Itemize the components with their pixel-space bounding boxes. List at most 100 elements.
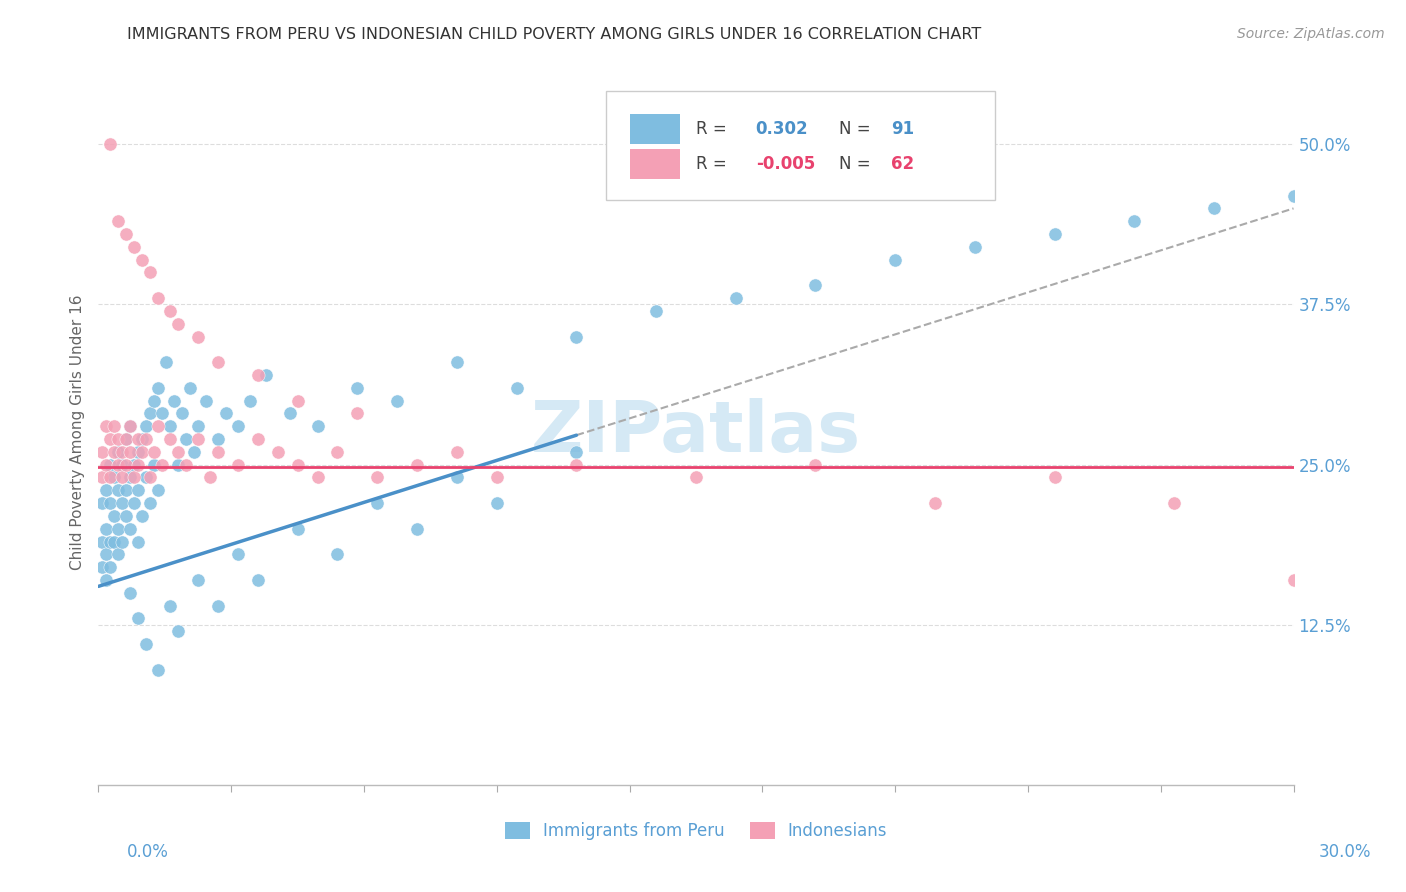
Point bbox=[287, 393, 309, 408]
Text: ZIPatlas: ZIPatlas bbox=[531, 398, 860, 467]
Point bbox=[307, 419, 329, 434]
Point bbox=[167, 445, 190, 459]
Point bbox=[685, 470, 707, 484]
Point bbox=[155, 355, 177, 369]
Text: Source: ZipAtlas.com: Source: ZipAtlas.com bbox=[1237, 27, 1385, 41]
Point bbox=[159, 599, 181, 613]
Point bbox=[385, 393, 409, 408]
Point bbox=[884, 252, 907, 267]
Point bbox=[98, 534, 122, 549]
Point bbox=[124, 470, 146, 484]
Point bbox=[148, 419, 170, 434]
Point bbox=[565, 329, 588, 343]
Point bbox=[287, 458, 309, 472]
Point bbox=[96, 547, 118, 561]
Point bbox=[98, 470, 122, 484]
Point bbox=[120, 445, 142, 459]
Point bbox=[645, 304, 668, 318]
Point bbox=[115, 458, 138, 472]
Point bbox=[127, 534, 149, 549]
Point bbox=[150, 458, 173, 472]
FancyBboxPatch shape bbox=[630, 114, 681, 144]
Point bbox=[107, 522, 129, 536]
Point bbox=[115, 508, 138, 523]
Point bbox=[148, 663, 170, 677]
Point bbox=[150, 406, 173, 420]
Point bbox=[98, 458, 122, 472]
Point bbox=[215, 406, 238, 420]
Point bbox=[326, 445, 349, 459]
Point bbox=[226, 547, 249, 561]
Point bbox=[187, 573, 209, 587]
Point bbox=[366, 470, 388, 484]
Legend: Immigrants from Peru, Indonesians: Immigrants from Peru, Indonesians bbox=[505, 822, 887, 840]
Point bbox=[167, 458, 190, 472]
Point bbox=[139, 496, 162, 510]
Point bbox=[143, 458, 166, 472]
Point bbox=[148, 483, 170, 498]
Point bbox=[111, 534, 134, 549]
Point bbox=[98, 496, 122, 510]
Point bbox=[226, 419, 249, 434]
Point bbox=[115, 227, 138, 241]
Point bbox=[120, 470, 142, 484]
Point bbox=[115, 432, 138, 446]
Point bbox=[103, 534, 125, 549]
Text: N =: N = bbox=[839, 155, 870, 173]
Point bbox=[124, 240, 146, 254]
Text: R =: R = bbox=[696, 155, 727, 173]
Point bbox=[135, 637, 157, 651]
Point bbox=[565, 445, 588, 459]
Point bbox=[207, 432, 229, 446]
Point bbox=[159, 304, 181, 318]
Point bbox=[107, 458, 129, 472]
Point bbox=[103, 419, 125, 434]
Point bbox=[131, 445, 153, 459]
Point bbox=[131, 432, 153, 446]
Text: -0.005: -0.005 bbox=[756, 155, 815, 173]
Point bbox=[159, 419, 181, 434]
Point bbox=[143, 393, 166, 408]
Point bbox=[226, 458, 249, 472]
Point bbox=[446, 355, 468, 369]
Point bbox=[103, 445, 125, 459]
Point bbox=[127, 611, 149, 625]
Point bbox=[1202, 202, 1225, 216]
Point bbox=[135, 470, 157, 484]
Point bbox=[167, 317, 190, 331]
Point bbox=[267, 445, 290, 459]
Text: 0.302: 0.302 bbox=[756, 120, 808, 138]
Text: IMMIGRANTS FROM PERU VS INDONESIAN CHILD POVERTY AMONG GIRLS UNDER 16 CORRELATIO: IMMIGRANTS FROM PERU VS INDONESIAN CHILD… bbox=[127, 27, 981, 42]
Point bbox=[96, 573, 118, 587]
Point bbox=[111, 496, 134, 510]
Point bbox=[406, 458, 429, 472]
FancyBboxPatch shape bbox=[606, 91, 995, 200]
Point bbox=[127, 458, 149, 472]
Point bbox=[127, 483, 149, 498]
Point bbox=[120, 522, 142, 536]
Point bbox=[135, 419, 157, 434]
Point bbox=[366, 496, 388, 510]
Point bbox=[98, 560, 122, 574]
Point bbox=[107, 445, 129, 459]
Point bbox=[107, 547, 129, 561]
Text: R =: R = bbox=[696, 120, 727, 138]
Point bbox=[127, 432, 149, 446]
Point bbox=[120, 586, 142, 600]
Point bbox=[103, 508, 125, 523]
Point bbox=[96, 483, 118, 498]
Point bbox=[96, 522, 118, 536]
Point bbox=[198, 470, 221, 484]
Point bbox=[148, 381, 170, 395]
Point bbox=[924, 496, 946, 510]
Point bbox=[246, 368, 269, 382]
Point bbox=[107, 483, 129, 498]
Point bbox=[98, 432, 122, 446]
Point bbox=[207, 599, 229, 613]
Point bbox=[103, 470, 125, 484]
Point bbox=[131, 252, 153, 267]
Text: 0.0%: 0.0% bbox=[127, 843, 169, 861]
Point bbox=[307, 470, 329, 484]
Point bbox=[111, 445, 134, 459]
Point bbox=[207, 355, 229, 369]
